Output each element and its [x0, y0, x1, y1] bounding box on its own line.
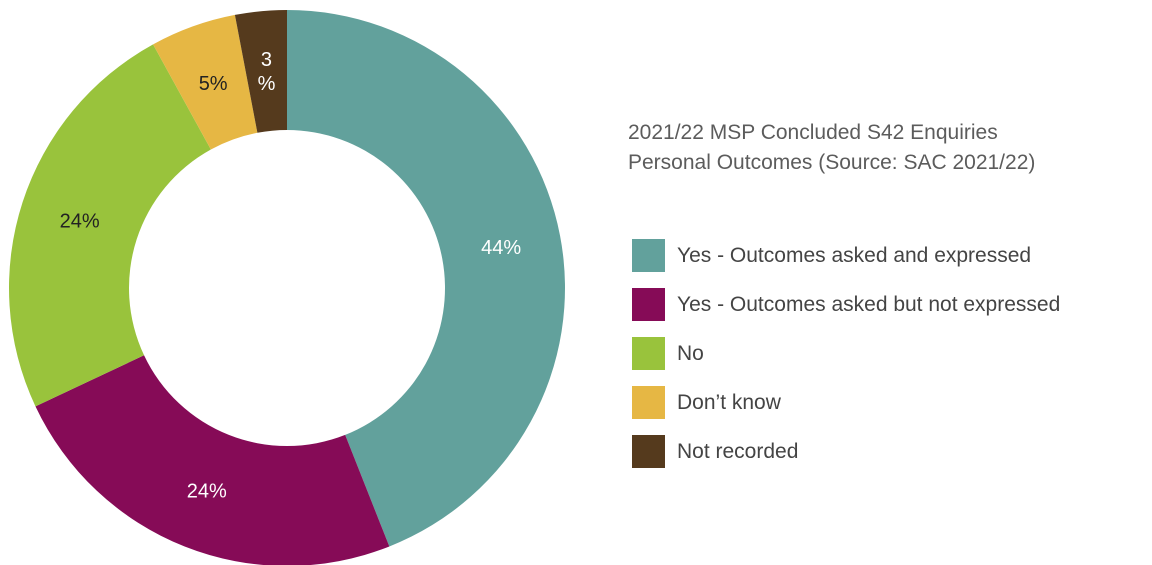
legend-swatch	[632, 288, 665, 321]
slice-no	[8, 44, 211, 407]
slice-data-label: 5%	[199, 73, 228, 95]
slice-data-label: 24%	[60, 211, 100, 233]
legend-swatch	[632, 386, 665, 419]
legend-swatch	[632, 435, 665, 468]
legend-label: Don’t know	[677, 390, 781, 414]
slice-dont-know	[153, 14, 258, 150]
legend-label: No	[677, 341, 704, 365]
legend-item-outcomes-expressed: Yes - Outcomes asked and expressed	[632, 239, 1060, 272]
legend-label: Yes - Outcomes asked and expressed	[677, 243, 1032, 267]
slice-data-label: 3%	[258, 49, 276, 95]
legend-item-dont-know: Don’t know	[632, 386, 1060, 419]
legend-item-outcomes-not-expressed: Yes - Outcomes asked but not expressed	[632, 288, 1060, 321]
chart-subtitle: Personal Outcomes (Source: SAC 2021/22)	[628, 151, 1036, 174]
chart-legend: Yes - Outcomes asked and expressed Yes -…	[632, 239, 1060, 484]
slice-not-recorded	[234, 10, 287, 133]
slice-outcomes-expressed	[287, 10, 566, 547]
legend-item-not-recorded: Not recorded	[632, 435, 1060, 468]
chart-title-block: 2021/22 MSP Concluded S42 Enquiries Pers…	[628, 118, 1035, 178]
legend-item-no: No	[632, 337, 1060, 370]
legend-label: Yes - Outcomes asked but not expressed	[677, 292, 1061, 316]
chart-title: 2021/22 MSP Concluded S42 Enquiries	[628, 121, 998, 144]
legend-swatch	[632, 337, 665, 370]
legend-label: Not recorded	[677, 439, 799, 463]
legend-swatch	[632, 239, 665, 272]
slice-data-label: 44%	[481, 237, 521, 259]
slice-data-label: 24%	[187, 481, 227, 503]
slice-outcomes-not-expressed	[35, 355, 390, 565]
